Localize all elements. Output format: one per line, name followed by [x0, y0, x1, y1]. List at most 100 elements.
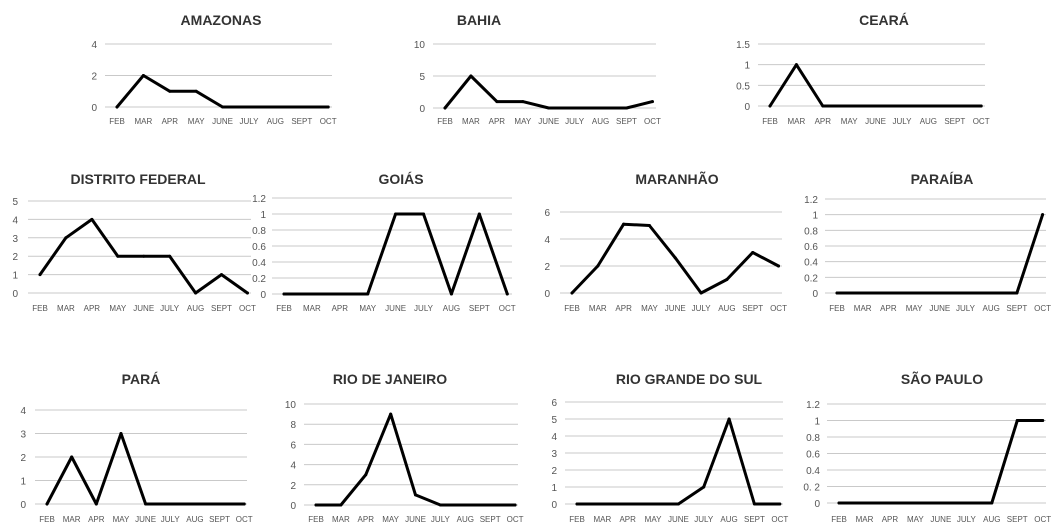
y-tick-label: 0.2 — [252, 274, 266, 285]
x-tick-label: MAR — [57, 304, 75, 313]
series-line — [835, 213, 1045, 295]
x-tick-label: APR — [489, 117, 506, 126]
series-line — [314, 412, 517, 507]
chart-panel: RIO DE JANEIRO 0 2 4 6 8 10 FEB MAR APR MAY JUNE JUL… — [285, 371, 524, 524]
y-tick-label: 4 — [12, 215, 18, 226]
x-tick-label: JUNE — [385, 304, 406, 313]
y-tick-label: 6 — [551, 398, 557, 409]
y-tick-label: 5 — [12, 197, 18, 208]
data-point — [699, 291, 703, 295]
y-tick-label: 1 — [260, 210, 266, 221]
data-point — [38, 273, 42, 277]
chart-panel: PARAÍBA 0 0.2 0.4 0.6 0.8 1 1.2 FEB MAR APR MAY JUNE… — [804, 171, 1051, 313]
data-point — [218, 502, 222, 506]
chart-title: RIO DE JANEIRO — [333, 371, 447, 387]
y-tick-label: 2 — [91, 72, 97, 83]
x-tick-label: APR — [880, 304, 897, 313]
x-tick-label: APR — [619, 515, 636, 524]
x-tick-label: MAR — [332, 515, 350, 524]
x-tick-label: FEB — [829, 304, 845, 313]
x-tick-label: AUG — [457, 515, 474, 524]
data-point — [115, 105, 119, 109]
y-tick-label: 6 — [544, 208, 550, 219]
x-tick-label: JUNE — [929, 304, 950, 313]
y-tick-label: 4 — [544, 235, 550, 246]
data-point — [1015, 419, 1019, 422]
y-tick-label: 8 — [290, 420, 296, 431]
y-tick-label: 10 — [285, 400, 297, 411]
x-tick-label: OCT — [239, 304, 256, 313]
y-tick-label: 3 — [551, 449, 557, 460]
x-tick-label: MAR — [589, 304, 607, 313]
y-tick-label: 0 — [419, 104, 425, 115]
x-tick-label: MAY — [359, 304, 376, 313]
data-point — [651, 502, 655, 506]
data-point — [144, 502, 148, 506]
x-tick-label: FEB — [32, 304, 48, 313]
x-tick-label: JULY — [239, 117, 259, 126]
y-tick-label: 5 — [419, 72, 425, 83]
x-tick-label: JULY — [692, 304, 712, 313]
data-point — [912, 291, 916, 295]
data-point — [168, 502, 172, 506]
x-tick-label: FEB — [39, 515, 55, 524]
data-point — [596, 264, 600, 268]
chart-panel: CEARÁ 0 0.5 1 1.5 FEB MAR APR MAY JUNE JULY AUG SEPT… — [736, 12, 990, 126]
y-tick-label: 1.2 — [252, 194, 266, 205]
y-tick-label: 2 — [544, 262, 550, 273]
y-tick-label: 0.5 — [736, 81, 750, 92]
x-tick-label: JULY — [431, 515, 451, 524]
data-point — [702, 485, 706, 489]
chart-title: MARANHÃO — [635, 170, 718, 187]
x-tick-label: MAR — [303, 304, 321, 313]
x-tick-label: AUG — [187, 304, 204, 313]
chart-title: SÃO PAULO — [901, 370, 983, 387]
data-point — [245, 291, 249, 295]
chart-panel: PARÁ 0 1 2 3 4 FEB MAR APR MAY JUNE JULY AUG SEPT OCT — [20, 371, 252, 524]
y-tick-label: 0.6 — [252, 242, 266, 253]
x-tick-label: AUG — [267, 117, 284, 126]
y-tick-label: 0. 2 — [803, 483, 820, 494]
data-point — [521, 100, 525, 104]
x-tick-label: JUNE — [133, 304, 154, 313]
chart-panel: BAHIA 0 5 10 FEB MAR APR MAY JUNE JULY AUG SEPT OCT — [414, 12, 661, 126]
chart-title: DISTRITO FEDERAL — [70, 171, 206, 187]
x-tick-label: OCT — [1034, 515, 1051, 524]
y-tick-label: 0.8 — [252, 226, 266, 237]
data-point — [989, 291, 993, 295]
x-tick-label: SEPT — [744, 515, 765, 524]
x-tick-label: MAR — [63, 515, 81, 524]
x-tick-label: MAR — [462, 117, 480, 126]
data-point — [94, 502, 98, 506]
x-tick-label: JUNE — [865, 117, 886, 126]
x-tick-label: JUNE — [538, 117, 559, 126]
data-point — [389, 412, 393, 416]
data-point — [837, 501, 841, 505]
data-point — [168, 254, 172, 258]
x-tick-label: MAY — [188, 117, 205, 126]
data-point — [463, 503, 467, 507]
data-point — [953, 104, 957, 108]
x-tick-label: MAR — [593, 515, 611, 524]
data-point — [142, 254, 146, 258]
data-point — [725, 278, 729, 281]
data-point — [794, 63, 798, 67]
x-tick-label: MAR — [856, 515, 874, 524]
x-tick-label: AUG — [983, 515, 1000, 524]
data-point — [221, 105, 225, 109]
y-tick-label: 2 — [290, 481, 296, 492]
y-tick-label: 3 — [12, 234, 18, 245]
data-point — [777, 264, 781, 268]
data-point — [314, 503, 318, 507]
x-tick-label: OCT — [236, 515, 253, 524]
x-tick-label: MAY — [109, 304, 126, 313]
data-point — [990, 501, 994, 505]
data-point — [673, 256, 677, 260]
data-point — [488, 503, 492, 507]
data-point — [469, 74, 473, 78]
data-point — [886, 291, 890, 295]
x-tick-label: JULY — [892, 117, 912, 126]
x-tick-label: MAY — [907, 515, 924, 524]
x-tick-label: SEPT — [1006, 304, 1027, 313]
